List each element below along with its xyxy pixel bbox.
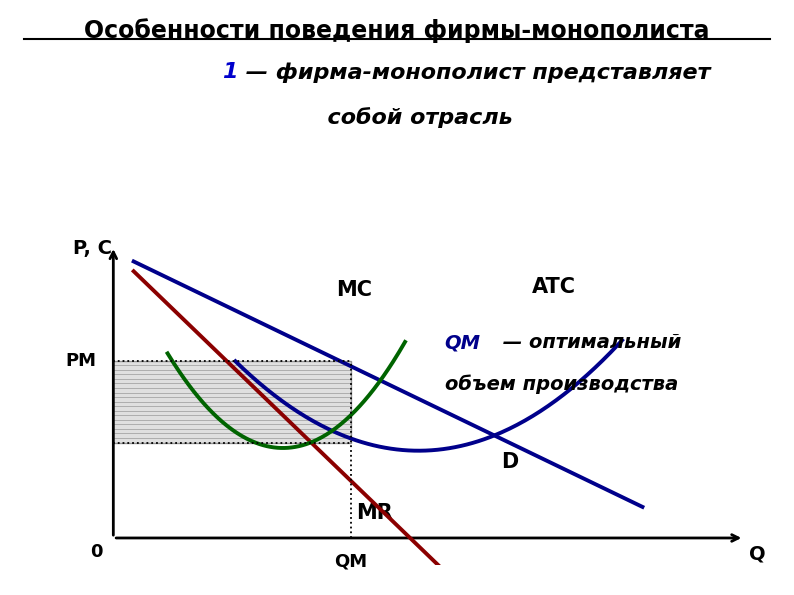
Text: — оптимальный: — оптимальный: [496, 333, 681, 352]
Text: QМ: QМ: [334, 553, 368, 571]
Text: QМ: QМ: [445, 333, 480, 352]
Text: ATC: ATC: [532, 277, 576, 297]
Text: 0: 0: [90, 543, 102, 560]
Text: собой отрасль: собой отрасль: [281, 107, 513, 128]
Text: PМ: PМ: [65, 352, 96, 369]
Text: P, C: P, C: [74, 239, 113, 258]
Text: MC: MC: [336, 280, 372, 300]
Text: Q: Q: [750, 545, 766, 564]
Text: — фирма-монополист представляет: — фирма-монополист представляет: [238, 62, 711, 83]
Text: D: D: [502, 452, 518, 472]
Text: Особенности поведения фирмы-монополиста: Особенности поведения фирмы-монополиста: [84, 18, 710, 43]
Text: MR: MR: [357, 503, 393, 524]
Text: объем производства: объем производства: [445, 375, 678, 394]
Text: 1: 1: [222, 62, 238, 83]
Bar: [114, 361, 351, 443]
